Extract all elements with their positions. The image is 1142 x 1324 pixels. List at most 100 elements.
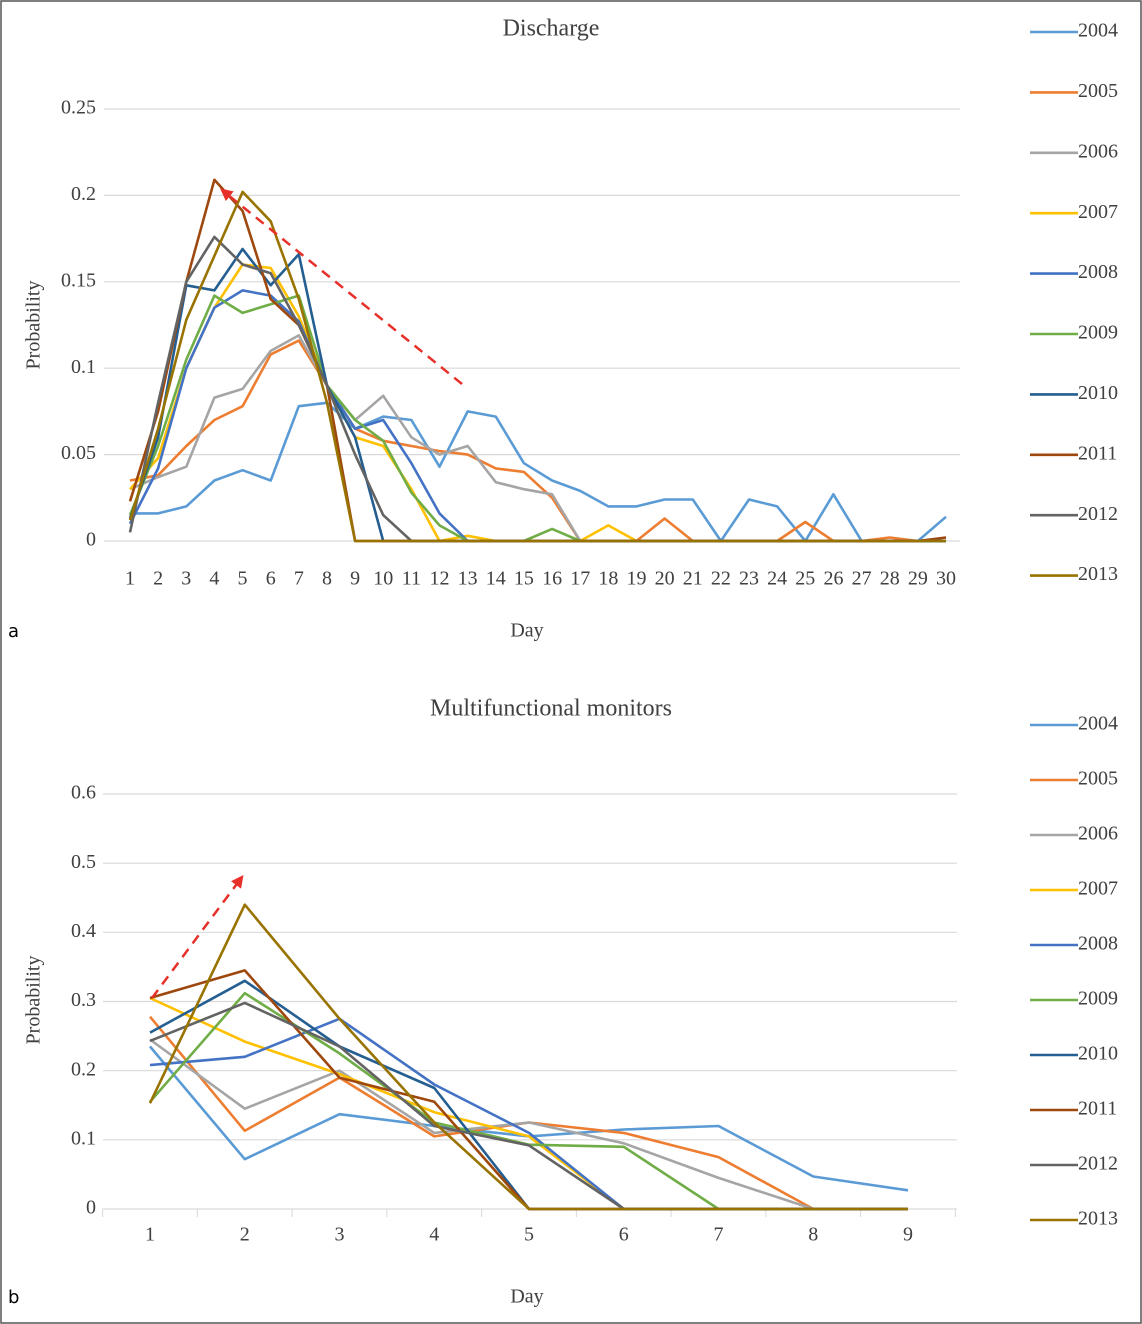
series-line [128, 289, 946, 543]
legend-label: 2005 [1078, 768, 1118, 790]
x-tick-label: 19 [626, 568, 646, 590]
x-tick-label: 14 [486, 568, 506, 590]
y-tick-label: 0.05 [61, 442, 96, 464]
legend-label: 2009 [1078, 988, 1118, 1010]
legend-label: 2011 [1078, 1098, 1117, 1120]
legend-label: 2011 [1078, 442, 1117, 464]
x-tick-label: 28 [880, 568, 900, 590]
series-line [128, 178, 947, 543]
x-tick-label: 4 [209, 568, 219, 590]
series-line [129, 263, 946, 543]
series-line [128, 190, 946, 543]
x-tick-label: 25 [795, 568, 815, 590]
x-tick-label: 6 [619, 1224, 629, 1246]
x-tick-label: 15 [514, 568, 534, 590]
x-tick-label: 17 [570, 568, 590, 590]
x-axis-label: Day [510, 620, 543, 642]
y-tick-label: 0.3 [71, 989, 96, 1011]
x-tick-label: 9 [903, 1224, 913, 1246]
y-tick-label: 0.2 [71, 1058, 96, 1080]
legend-label: 2007 [1078, 201, 1118, 223]
y-tick-label: 0.5 [71, 851, 96, 873]
y-tick-label: 0.15 [61, 269, 96, 291]
series-line [130, 401, 947, 543]
x-tick-label: 20 [655, 568, 675, 590]
x-tick-label: 12 [430, 568, 450, 590]
legend-label: 2010 [1078, 1043, 1118, 1065]
x-tick-label: 7 [714, 1224, 724, 1246]
series-line [149, 996, 908, 1211]
y-tick-label: 0.1 [71, 356, 96, 378]
x-tick-label: 7 [294, 568, 304, 590]
x-tick-label: 5 [524, 1224, 534, 1246]
x-tick-label: 8 [322, 568, 332, 590]
x-tick-label: 1 [145, 1224, 155, 1246]
x-tick-label: 13 [458, 568, 478, 590]
x-tick-label: 30 [936, 568, 956, 590]
legend-label: 2008 [1078, 261, 1118, 283]
chart-title: Discharge [503, 16, 600, 42]
x-tick-label: 2 [153, 568, 163, 590]
series-line [148, 903, 908, 1211]
x-tick-label: 9 [350, 568, 360, 590]
x-tick-label: 3 [335, 1224, 345, 1246]
x-tick-label: 22 [711, 568, 731, 590]
x-tick-label: 1 [125, 568, 135, 590]
y-tick-label: 0.2 [71, 183, 96, 205]
panel-label: a [8, 621, 19, 642]
legend-label: 2012 [1078, 503, 1118, 525]
series-line [149, 1015, 908, 1211]
x-tick-label: 21 [683, 568, 703, 590]
legend-label: 2013 [1078, 563, 1118, 585]
x-tick-label: 3 [181, 568, 191, 590]
legend-label: 2008 [1078, 933, 1118, 955]
y-axis-label: Probability [23, 956, 45, 1045]
x-tick-label: 10 [373, 568, 393, 590]
x-tick-label: 6 [266, 568, 276, 590]
legend-label: 2009 [1078, 322, 1118, 344]
x-tick-label: 16 [542, 568, 562, 590]
x-tick-label: 24 [767, 568, 787, 590]
y-tick-label: 0 [86, 1197, 96, 1219]
x-tick-label: 2 [240, 1224, 250, 1246]
legend-label: 2007 [1078, 878, 1118, 900]
series-line [149, 1001, 908, 1211]
legend-label: 2010 [1078, 382, 1118, 404]
x-tick-label: 5 [238, 568, 248, 590]
legend-label: 2005 [1078, 80, 1118, 102]
y-tick-label: 0.1 [71, 1127, 96, 1149]
x-tick-label: 11 [402, 568, 421, 590]
trend-arrow [220, 188, 463, 385]
y-tick-label: 0.6 [71, 782, 96, 804]
x-tick-label: 26 [823, 568, 843, 590]
panel-label: b [8, 1287, 19, 1308]
series-line [128, 294, 946, 543]
x-tick-label: 27 [852, 568, 872, 590]
legend-label: 2012 [1078, 1153, 1118, 1175]
series-line [149, 979, 908, 1211]
series-line [129, 339, 946, 543]
trend-arrow [150, 874, 244, 999]
legend-label: 2006 [1078, 823, 1118, 845]
x-tick-label: 8 [808, 1224, 818, 1246]
legend-label: 2004 [1078, 713, 1118, 735]
chart-title: Multifunctional monitors [430, 696, 672, 722]
x-axis-label: Day [510, 1286, 543, 1308]
x-tick-label: 23 [739, 568, 759, 590]
y-tick-label: 0.4 [71, 920, 96, 942]
y-axis-label: Probability [23, 281, 45, 370]
legend-label: 2006 [1078, 140, 1118, 162]
legend-label: 2013 [1078, 1208, 1118, 1230]
series-line [149, 1045, 909, 1192]
x-tick-label: 29 [908, 568, 928, 590]
charts: DischargeDayaProbability00.050.10.150.20… [8, 16, 1118, 1309]
legend-label: 2004 [1078, 20, 1118, 42]
x-tick-label: 4 [429, 1224, 439, 1246]
x-tick-label: 18 [598, 568, 618, 590]
series-line [149, 1038, 908, 1211]
y-tick-label: 0.25 [61, 97, 96, 119]
y-tick-label: 0 [86, 529, 96, 551]
